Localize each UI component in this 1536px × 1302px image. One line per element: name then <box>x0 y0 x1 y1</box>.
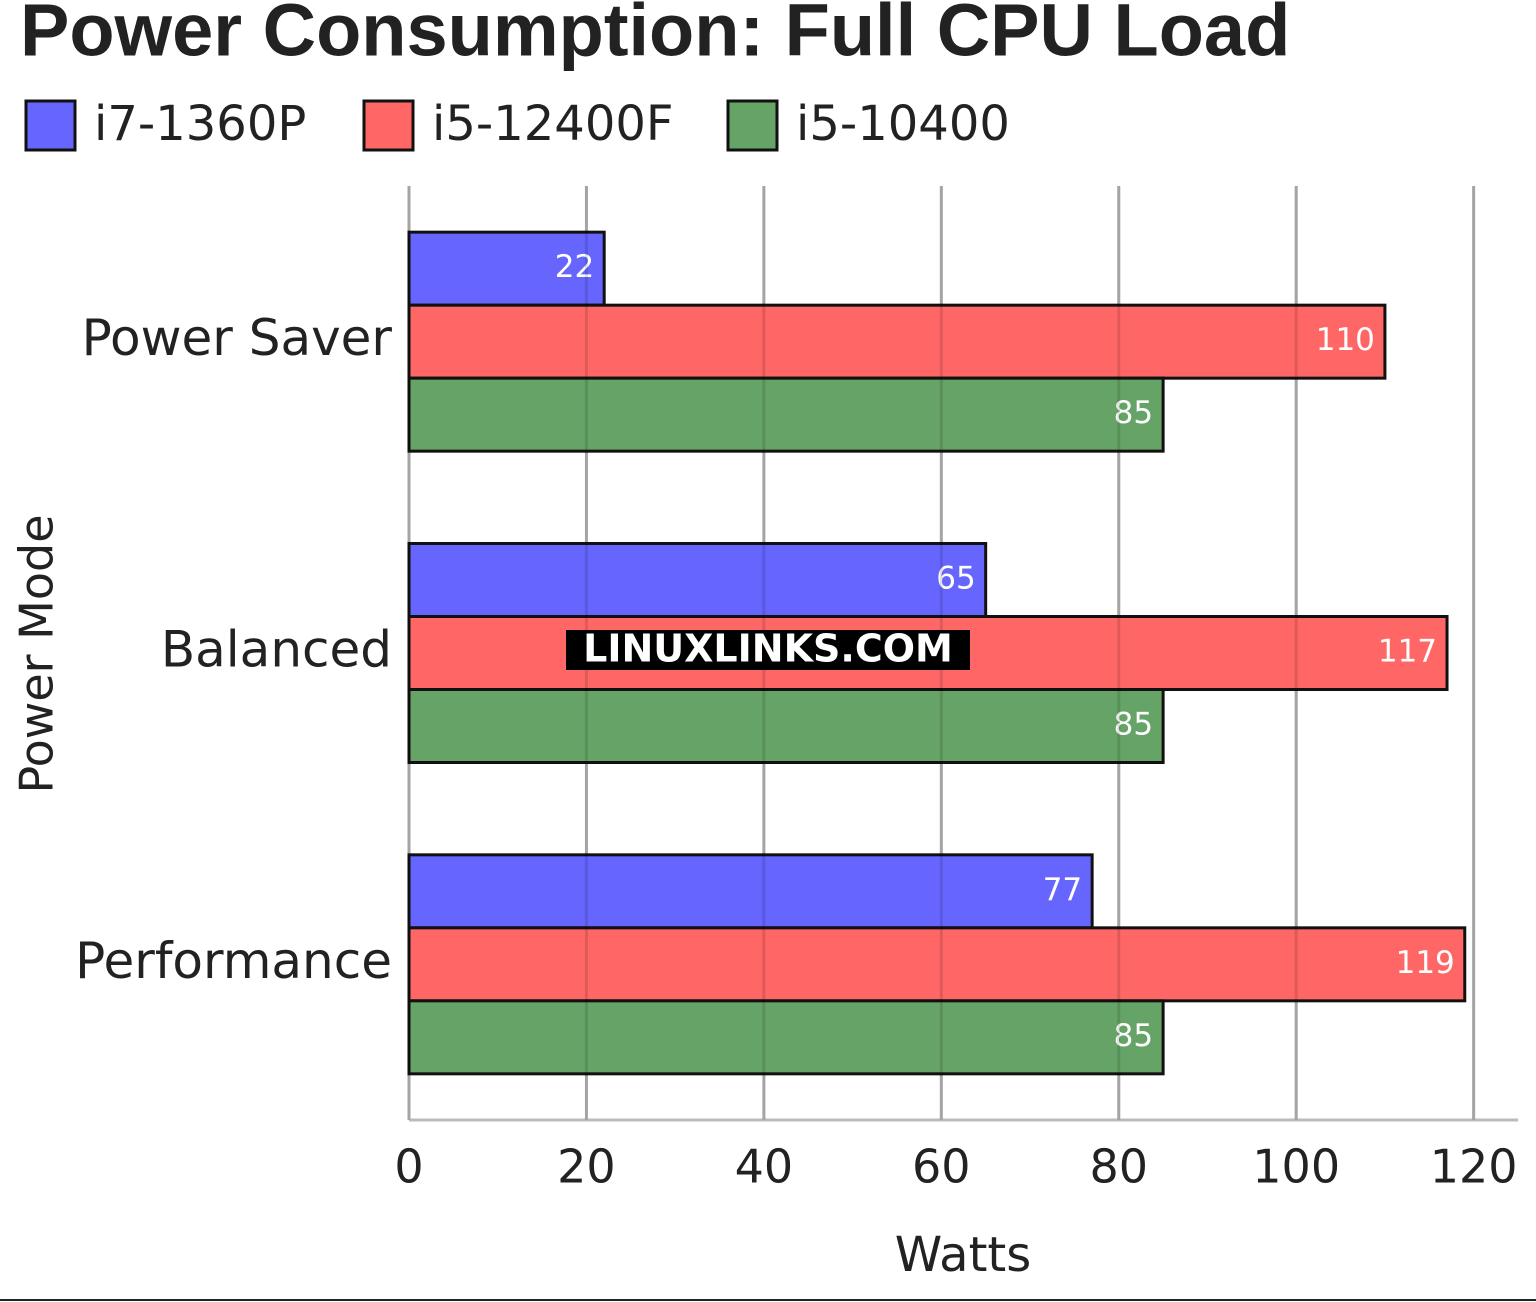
x-tick-label: 60 <box>912 1140 971 1194</box>
bar <box>407 688 1165 764</box>
value-label: 77 <box>1043 872 1082 908</box>
value-label: 119 <box>1396 945 1455 981</box>
value-label: 85 <box>1114 707 1153 743</box>
value-label: 85 <box>1114 395 1153 431</box>
x-axis-title: Watts <box>895 1227 1031 1283</box>
x-tick-label: 100 <box>1252 1140 1340 1194</box>
y-axis-title: Power Mode <box>10 514 64 793</box>
bar <box>407 926 1467 1003</box>
x-tick-label: 40 <box>735 1140 794 1194</box>
legend-swatch <box>726 99 779 152</box>
y-tick-label: Performance <box>75 932 392 990</box>
y-tick-label: Balanced <box>161 621 392 679</box>
bar <box>407 999 1165 1076</box>
legend-swatch <box>362 99 415 152</box>
value-label: 110 <box>1316 322 1375 358</box>
legend-label: i5-12400F <box>432 96 674 152</box>
value-label: 22 <box>555 249 594 285</box>
legend-swatch <box>24 99 77 152</box>
legend-label: i5-10400 <box>796 96 1010 152</box>
x-tick-label: 120 <box>1430 1140 1518 1194</box>
watermark-bg <box>566 630 970 670</box>
value-label: 65 <box>936 561 975 597</box>
x-tick-label: 20 <box>557 1140 616 1194</box>
bar <box>407 853 1094 930</box>
legend-label: i7-1360P <box>94 96 306 152</box>
value-label: 117 <box>1378 634 1437 670</box>
bar <box>407 303 1387 380</box>
y-tick-label: Power Saver <box>82 309 393 367</box>
value-label: 85 <box>1114 1018 1153 1054</box>
chart-title: Power Consumption: Full CPU Load <box>20 0 1290 72</box>
x-tick-label: 0 <box>394 1140 423 1194</box>
bar <box>407 542 988 618</box>
watermark: LINUXLINKS.COM <box>583 627 953 671</box>
bar <box>407 376 1165 453</box>
bar <box>407 230 606 307</box>
x-tick-label: 80 <box>1089 1140 1148 1194</box>
